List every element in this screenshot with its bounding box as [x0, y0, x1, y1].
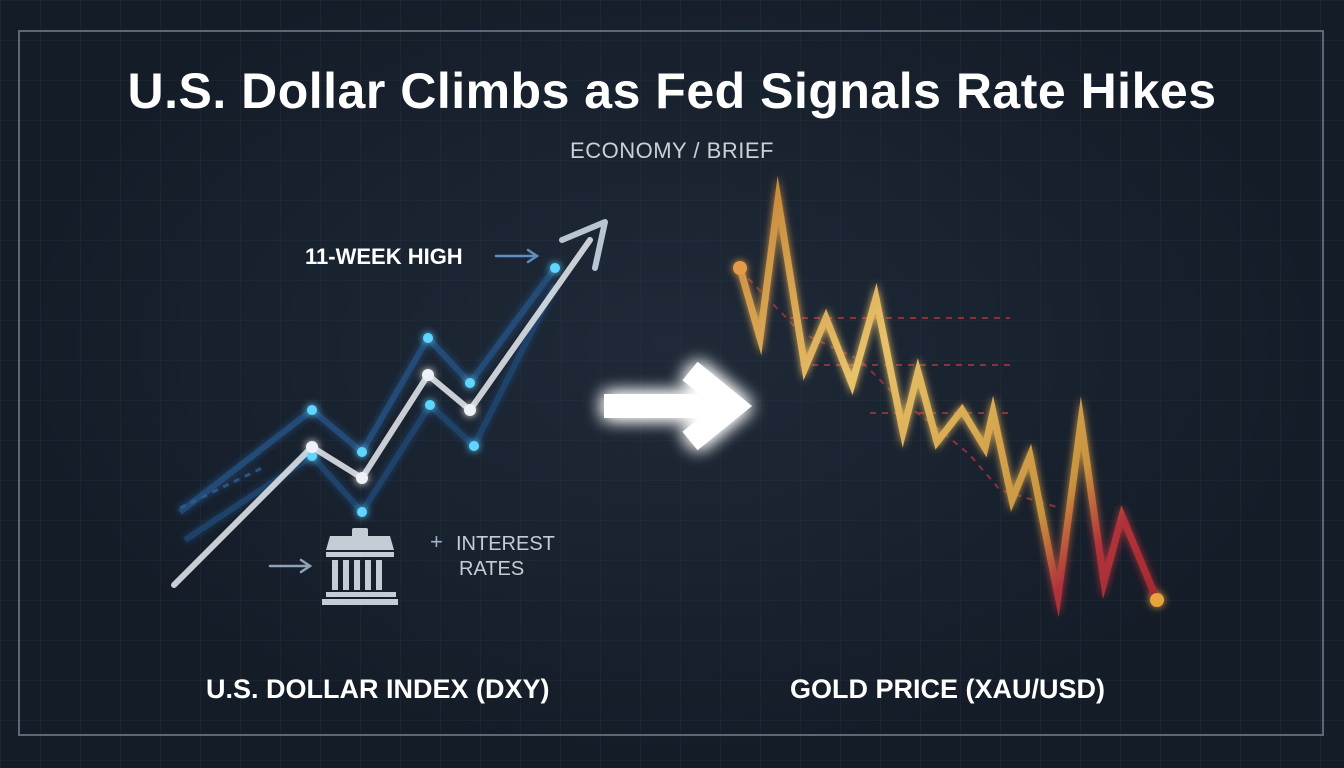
- dollar-trend-glow: [178, 266, 558, 543]
- arrow-right-small-icon: [268, 558, 313, 574]
- interest-rates-line2: RATES: [459, 558, 525, 580]
- trend-up-arrow-icon: [559, 219, 608, 271]
- dollar-point: [306, 441, 318, 453]
- dollar-point: [465, 378, 475, 388]
- dollar-point: [357, 507, 367, 517]
- dollar-point: [423, 333, 433, 343]
- dollar-point: [464, 404, 476, 416]
- dollar-point: [469, 441, 479, 451]
- dollar-point: [422, 369, 434, 381]
- category-label: ECONOMY / BRIEF: [570, 138, 774, 163]
- dollar-index-label: U.S. DOLLAR INDEX (DXY): [206, 674, 550, 704]
- dollar-point: [356, 472, 368, 484]
- arrow-right-small-icon: [494, 248, 540, 264]
- interest-rates-line1: INTEREST: [456, 533, 555, 555]
- plus-icon: +: [430, 529, 443, 554]
- page-title: U.S. Dollar Climbs as Fed Signals Rate H…: [127, 63, 1217, 119]
- dollar-trend-line: [171, 219, 608, 588]
- dollar-points: [306, 263, 560, 517]
- interest-rates-label: INTEREST RATES: [456, 532, 596, 582]
- dollar-point: [425, 400, 435, 410]
- dollar-point: [550, 263, 560, 273]
- gold-price-label: GOLD PRICE (XAU/USD): [790, 674, 1106, 704]
- dollar-point: [307, 405, 317, 415]
- dollar-point: [357, 447, 367, 457]
- big-arrow-right-icon: [604, 361, 753, 451]
- gold-guide-lines: [739, 269, 1061, 509]
- eleven-week-high-label: 11-WEEK HIGH: [305, 244, 463, 269]
- gold-point-end: [1150, 593, 1164, 607]
- gold-point-start: [733, 261, 747, 275]
- bank-building-icon: [322, 528, 398, 605]
- gold-price-line: [733, 175, 1164, 618]
- panel-frame: [18, 30, 1324, 736]
- dollar-point: [307, 451, 317, 461]
